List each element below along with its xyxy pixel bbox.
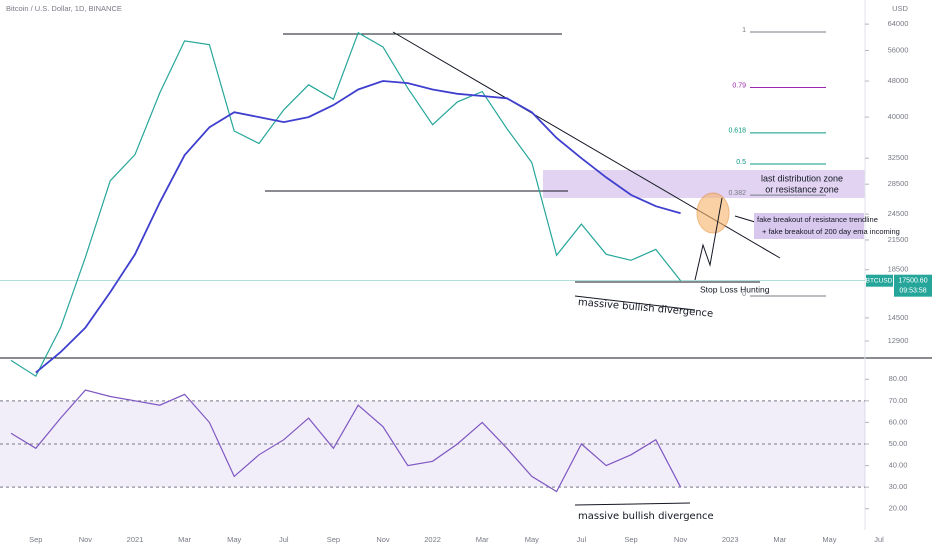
y-tick-label: 30.00: [889, 482, 908, 491]
y-tick-label: 64000: [888, 19, 909, 28]
x-tick-label: May: [822, 535, 836, 544]
currency: USD: [892, 4, 908, 13]
y-tick-label: 21500: [888, 235, 909, 244]
y-tick-label: 80.00: [889, 374, 908, 383]
resistance-zone: [543, 170, 865, 198]
fib-label: 0.382: [728, 190, 746, 197]
x-tick-label: Mar: [178, 535, 191, 544]
y-tick-label: 40.00: [889, 461, 908, 470]
annotation: last distribution zone: [761, 173, 843, 183]
chart-title: Bitcoin / U.S. Dollar, 1D, BINANCE: [6, 4, 122, 13]
x-tick-label: May: [525, 535, 539, 544]
last-price: 17500.60: [898, 278, 927, 285]
symbol: BTCUSD: [866, 277, 893, 284]
note-box: [754, 213, 864, 239]
x-tick-label: Sep: [29, 535, 42, 544]
annotation: Stop Loss Hunting: [700, 284, 770, 294]
fib-label: 0: [742, 291, 746, 298]
x-tick-label: Nov: [674, 535, 688, 544]
y-tick-label: 32500: [888, 153, 909, 162]
annotation: fake breakout of resistance trendline: [757, 215, 878, 224]
series-line: [10, 31, 682, 378]
price-tag: [894, 274, 932, 297]
annotation: massive bullish divergence: [578, 511, 714, 522]
annotation: or resistance zone: [765, 184, 839, 194]
y-tick-label: 28500: [888, 179, 909, 188]
y-tick-label: 12900: [888, 336, 909, 345]
x-tick-label: Nov: [79, 535, 93, 544]
fib-label: 0.5: [736, 159, 746, 166]
x-tick-label: Sep: [327, 535, 340, 544]
breakout-circle: [696, 192, 730, 234]
y-tick-label: 56000: [888, 46, 909, 55]
y-tick-label: 60.00: [889, 417, 908, 426]
x-tick-label: 2022: [424, 535, 441, 544]
x-tick-label: Mar: [476, 535, 489, 544]
divergence-line: [574, 502, 691, 506]
y-tick-label: 14500: [888, 313, 909, 322]
x-tick-label: Jul: [874, 535, 884, 544]
fib-label: 0.79: [732, 82, 746, 89]
pointer-arrow: [734, 215, 756, 223]
y-tick-label: 48000: [888, 76, 909, 85]
countdown: 09:53:58: [899, 288, 926, 295]
annotation: + fake breakout of 200 day ema incoming: [762, 227, 900, 236]
y-tick-label: 50.00: [889, 439, 908, 448]
y-tick-label: 20.00: [889, 504, 908, 513]
y-tick-label: 18500: [888, 265, 909, 274]
x-tick-label: Jul: [279, 535, 289, 544]
x-tick-label: 2023: [722, 535, 739, 544]
fib-label: 1: [742, 27, 746, 34]
fib-label: 0.618: [728, 128, 746, 135]
projection-arrow: [694, 197, 723, 281]
series-line: [35, 80, 681, 374]
x-tick-label: Nov: [376, 535, 390, 544]
x-tick-label: Sep: [624, 535, 637, 544]
y-tick-label: 40000: [888, 112, 909, 121]
divergence-line: [574, 295, 696, 311]
x-tick-label: Mar: [773, 535, 786, 544]
x-tick-label: Jul: [577, 535, 587, 544]
symbol-tag: [866, 274, 893, 287]
series-line: [10, 389, 682, 493]
y-tick-label: 24500: [888, 209, 909, 218]
x-tick-label: May: [227, 535, 241, 544]
x-tick-label: 2021: [127, 535, 144, 544]
y-tick-label: 70.00: [889, 396, 908, 405]
